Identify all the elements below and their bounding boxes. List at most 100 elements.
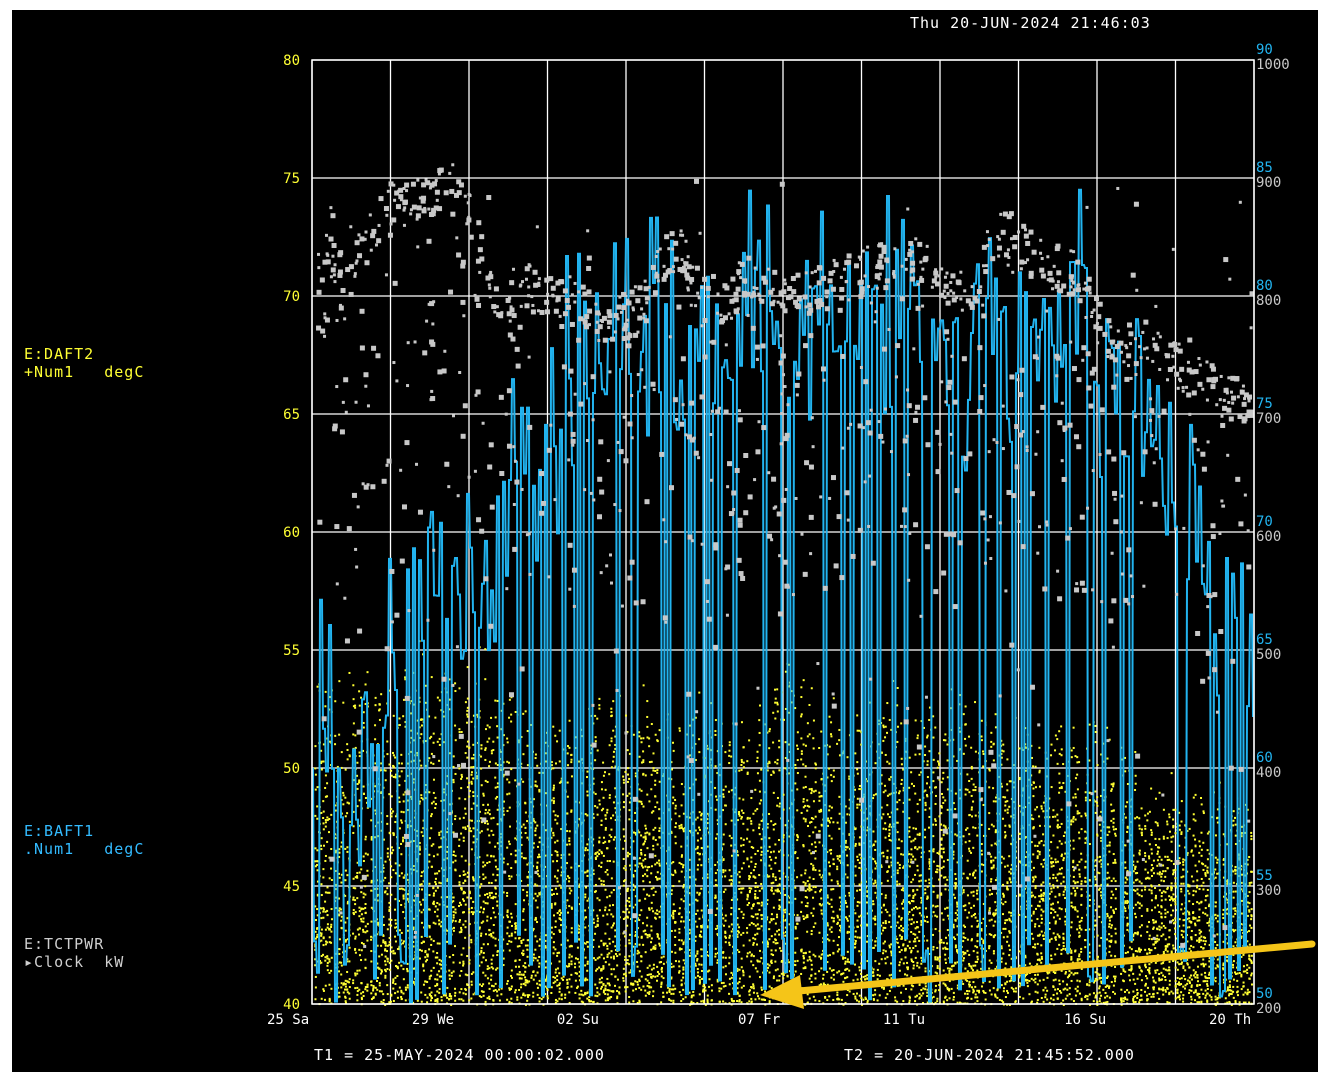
- series-daft2-point: [688, 919, 691, 922]
- series-daft2-point: [844, 956, 847, 959]
- series-daft2-point: [498, 988, 501, 991]
- series-daft2-point: [398, 827, 401, 830]
- series-daft2-point: [828, 767, 831, 770]
- series-daft2-point: [522, 952, 525, 955]
- series-daft2-point: [760, 914, 763, 917]
- series-daft2-point: [558, 960, 561, 963]
- series-daft2-point: [510, 934, 513, 937]
- series-daft2-point: [490, 974, 493, 977]
- series-daft2-point: [700, 963, 703, 966]
- series-daft2-point: [614, 765, 617, 768]
- series-daft2-point: [628, 933, 631, 936]
- series-daft2-point: [698, 751, 701, 754]
- series-daft2-point: [526, 820, 529, 823]
- series-daft2-point: [314, 986, 317, 989]
- series-daft2-point: [606, 869, 609, 872]
- series-daft2-point: [556, 952, 559, 955]
- series-daft2-point: [448, 998, 451, 1001]
- series-daft2-point: [812, 878, 815, 881]
- series-daft2-point: [742, 838, 745, 841]
- series-daft2-point: [680, 994, 683, 997]
- series-daft2-point: [578, 975, 581, 978]
- series-daft2-point: [842, 956, 845, 959]
- series-daft2-point: [460, 928, 463, 931]
- series-daft2-point: [520, 843, 523, 846]
- series-daft2-point: [768, 855, 771, 858]
- series-daft2-point: [772, 977, 775, 980]
- series-daft2-point: [758, 719, 761, 722]
- series-daft2-point: [418, 726, 421, 729]
- series-daft2-point: [706, 970, 709, 973]
- series-daft2-point: [366, 985, 369, 988]
- series-daft2-point: [346, 748, 349, 751]
- series-daft2-point: [818, 903, 821, 906]
- series-daft2-point: [352, 896, 355, 899]
- series-daft2-point: [602, 880, 605, 883]
- series-daft2-point: [766, 943, 769, 946]
- series-daft2-point: [494, 865, 497, 868]
- series-daft2-point: [402, 793, 405, 796]
- series-daft2-point: [404, 678, 407, 681]
- series-daft2-point: [424, 993, 427, 996]
- series-daft2-point: [738, 769, 741, 772]
- series-daft2-point: [514, 710, 517, 713]
- series-daft2-point: [556, 912, 559, 915]
- series-daft2-point: [358, 988, 361, 991]
- series-daft2-point: [694, 829, 697, 832]
- series-daft2-point: [322, 907, 325, 910]
- series-daft2-point: [706, 876, 709, 879]
- series-daft2-point: [690, 1000, 693, 1003]
- series-daft2-point: [838, 795, 841, 798]
- series-daft2-point: [730, 930, 733, 933]
- series-daft2-point: [628, 942, 631, 945]
- series-daft2-point: [430, 865, 433, 868]
- series-daft2-point: [522, 938, 525, 941]
- series-daft2-point: [314, 958, 317, 961]
- series-daft2-point: [806, 804, 809, 807]
- series-daft2-point: [814, 763, 817, 766]
- series-daft2-point: [734, 793, 737, 796]
- series-daft2-point: [774, 922, 777, 925]
- series-daft2-point: [376, 976, 379, 979]
- series-daft2-point: [674, 804, 677, 807]
- series-daft2-point: [378, 990, 381, 993]
- series-daft2-point: [574, 931, 577, 934]
- series-daft2-point: [602, 944, 605, 947]
- series-daft2-point: [742, 913, 745, 916]
- series-daft2-point: [844, 841, 847, 844]
- series-daft2-point: [564, 996, 567, 999]
- series-daft2-point: [688, 724, 691, 727]
- series-daft2-point: [738, 871, 741, 874]
- series-daft2-point: [320, 894, 323, 897]
- series-daft2-point: [390, 815, 393, 818]
- series-daft2-point: [810, 963, 813, 966]
- series-daft2-point: [502, 938, 505, 941]
- series-daft2-point: [492, 936, 495, 939]
- series-daft2-point: [610, 828, 613, 831]
- series-daft2-point: [526, 948, 529, 951]
- series-daft2-point: [430, 815, 433, 818]
- series-daft2-point: [538, 962, 541, 965]
- series-daft2-point: [536, 986, 539, 989]
- series-daft2-point: [508, 716, 511, 719]
- series-daft2-point: [538, 855, 541, 858]
- series-daft2-point: [552, 767, 555, 770]
- series-daft2-point: [826, 998, 829, 1001]
- series-daft2-point: [738, 1000, 741, 1003]
- series-daft2-point: [454, 739, 457, 742]
- series-daft2-point: [646, 974, 649, 977]
- series-daft2-point: [460, 970, 463, 973]
- series-daft2-point: [694, 848, 697, 851]
- series-daft2-point: [730, 875, 733, 878]
- series-daft2-point: [348, 946, 351, 949]
- series-daft2-point: [714, 863, 717, 866]
- series-daft2-point: [828, 834, 831, 837]
- series-daft2-point: [738, 811, 741, 814]
- series-daft2-point: [566, 752, 569, 755]
- series-daft2-point: [554, 734, 557, 737]
- series-daft2-point: [830, 852, 833, 855]
- series-daft2-point: [702, 985, 705, 988]
- series-daft2-point: [314, 948, 317, 951]
- series-daft2-point: [486, 902, 489, 905]
- series-daft2-point: [774, 949, 777, 952]
